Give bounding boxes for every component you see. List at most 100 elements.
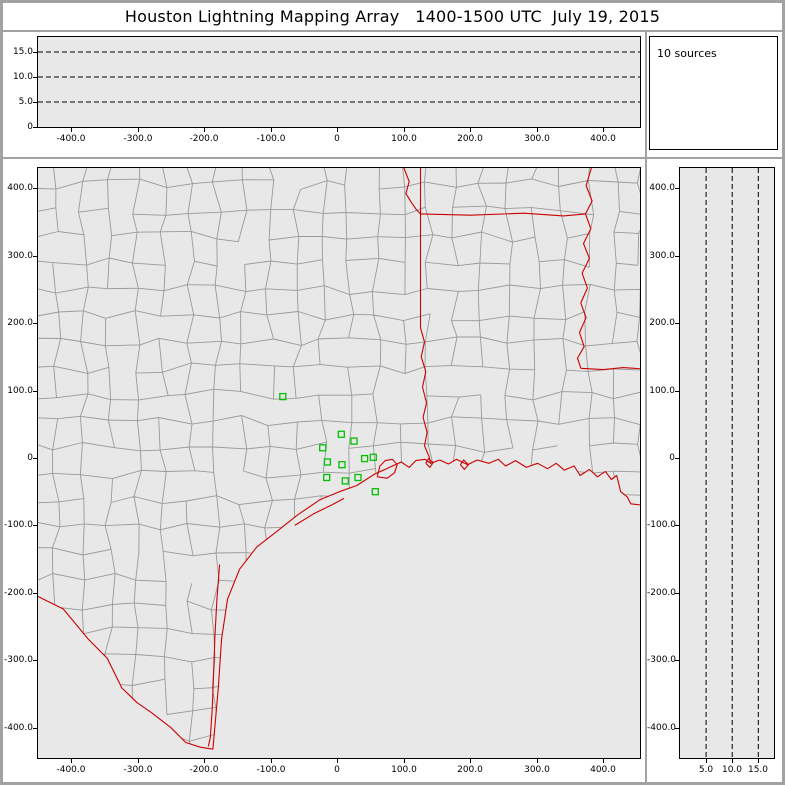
y-tick-label: -400.0	[3, 723, 33, 733]
lma-station-marker	[369, 453, 377, 461]
barrier-island	[294, 497, 345, 526]
altitude-eastwest-plot-canvas	[38, 51, 640, 103]
x-axis-tick	[71, 128, 72, 132]
x-axis-tick	[337, 128, 338, 132]
y-axis-tick	[33, 593, 37, 594]
x-tick-label: 200.0	[457, 765, 483, 775]
y-tick-label: 100.0	[649, 386, 675, 396]
plan-view-map-plot-canvas	[38, 168, 640, 750]
x-axis-tick	[706, 759, 707, 763]
x-axis-tick	[404, 128, 405, 132]
lma-station-marker	[337, 430, 345, 438]
y-tick-label: 400.0	[7, 183, 33, 193]
x-tick-label: -200.0	[189, 134, 219, 144]
y-tick-label: 0	[669, 453, 675, 463]
lma-station-marker	[319, 444, 327, 452]
x-axis-tick	[404, 759, 405, 763]
panel-grid: -400.0 -300.0 -200.0 -100.0 0 100.0 200.0 300.0…	[3, 32, 782, 782]
texas-louisiana-border	[419, 213, 432, 464]
sources-box: 10 sources	[649, 36, 778, 150]
x-tick-label: 300.0	[524, 134, 550, 144]
y-axis-tick	[675, 188, 679, 189]
x-tick-label: 10.0	[721, 765, 743, 775]
x-tick-label: 0	[334, 134, 340, 144]
altitude-northsouth-plot[interactable]	[679, 167, 775, 759]
y-axis-tick	[675, 660, 679, 661]
lma-station-marker	[323, 458, 332, 466]
y-tick-label: -100.0	[647, 520, 677, 530]
y-axis-tick	[675, 458, 679, 459]
y-axis-tick	[675, 728, 679, 729]
y-tick-label: 100.0	[7, 386, 33, 396]
y-axis-tick	[675, 323, 679, 324]
y-tick-label: 200.0	[649, 318, 675, 328]
plan-view-map-plot[interactable]	[37, 167, 641, 759]
x-tick-label: 0	[334, 765, 340, 775]
y-tick-label: 300.0	[649, 251, 675, 261]
y-axis-tick	[33, 391, 37, 392]
x-tick-label: 200.0	[457, 134, 483, 144]
title-bar: Houston Lightning Mapping Array 1400-150…	[3, 3, 782, 30]
y-tick-label: 5.0	[18, 97, 33, 107]
window-title: Houston Lightning Mapping Array 1400-150…	[124, 7, 661, 26]
y-axis-tick	[33, 323, 37, 324]
x-axis-tick	[138, 759, 139, 763]
x-tick-label: -200.0	[189, 765, 219, 775]
y-axis-tick	[33, 256, 37, 257]
arkansas-louisiana-border	[420, 212, 586, 217]
altitude-northsouth-plot-canvas	[705, 168, 759, 758]
x-axis-tick	[603, 759, 604, 763]
x-tick-label: 400.0	[590, 134, 616, 144]
y-axis-tick	[675, 391, 679, 392]
calcasieu-lake-outline	[459, 459, 469, 470]
y-axis-tick	[33, 77, 37, 78]
x-tick-label: 100.0	[391, 134, 417, 144]
y-axis-tick	[33, 458, 37, 459]
x-axis-tick	[204, 128, 205, 132]
y-axis-tick	[33, 188, 37, 189]
x-tick-label: -400.0	[56, 765, 86, 775]
sabine-lake-outline	[425, 458, 434, 468]
galveston-bay-outline	[376, 458, 398, 479]
rio-grande-border	[38, 595, 213, 750]
y-tick-label: -100.0	[3, 520, 33, 530]
y-axis-tick	[33, 52, 37, 53]
x-axis-tick	[138, 128, 139, 132]
y-axis-tick	[675, 256, 679, 257]
x-axis-tick	[337, 759, 338, 763]
x-tick-label: 300.0	[524, 765, 550, 775]
lma-station-marker	[371, 488, 379, 496]
y-axis-tick	[675, 593, 679, 594]
x-axis-tick	[470, 759, 471, 763]
plan-view-map-panel: -400.0 -300.0 -200.0 -100.0 0 100.0 200.0 300.0…	[3, 159, 645, 782]
y-tick-label: 0	[27, 122, 33, 132]
y-tick-label: 400.0	[649, 183, 675, 193]
y-axis-tick	[33, 127, 37, 128]
lma-station-marker	[350, 437, 358, 445]
x-tick-label: 5.0	[698, 765, 714, 775]
y-tick-label: 300.0	[7, 251, 33, 261]
x-axis-tick	[537, 759, 538, 763]
x-tick-label: -400.0	[56, 134, 86, 144]
altitude-eastwest-plot[interactable]	[37, 36, 641, 128]
lma-station-marker	[279, 392, 287, 401]
x-axis-tick	[71, 759, 72, 763]
x-tick-label: -300.0	[123, 765, 153, 775]
y-tick-label: 10.0	[12, 72, 33, 82]
x-axis-tick	[271, 759, 272, 763]
lma-station-marker	[338, 461, 346, 469]
x-tick-label: -100.0	[256, 765, 286, 775]
sources-panel: 10 sources	[647, 32, 782, 157]
y-tick-label: -300.0	[647, 655, 677, 665]
y-tick-label: 0	[27, 453, 33, 463]
lma-station-marker	[323, 473, 331, 482]
x-tick-label: 400.0	[590, 765, 616, 775]
lma-station-marker	[354, 473, 362, 482]
x-axis-tick	[732, 759, 733, 763]
x-axis-tick	[758, 759, 759, 763]
y-tick-label: -200.0	[647, 588, 677, 598]
x-axis-tick	[603, 128, 604, 132]
y-axis-tick	[33, 660, 37, 661]
x-axis-tick	[271, 128, 272, 132]
